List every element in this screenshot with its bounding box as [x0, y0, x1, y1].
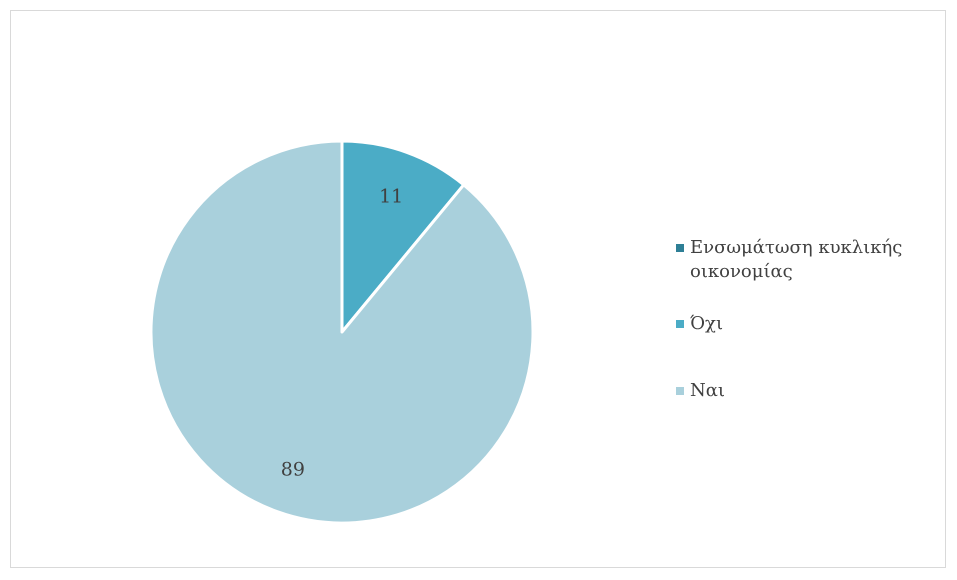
legend-label-circular-economy: Ενσωμάτωση κυκλικής οικονομίας — [690, 237, 903, 282]
legend-label-yes: Ναι — [690, 380, 725, 401]
legend-label-no: Όχι — [690, 313, 724, 334]
legend-item-circular-economy: Ενσωμάτωση κυκλικής οικονομίας — [676, 236, 950, 284]
legend-swatch-no — [676, 320, 684, 328]
pie-slice-yes — [149, 139, 535, 525]
legend-swatch-circular-economy — [676, 244, 684, 252]
legend-item-yes: Ναι — [676, 379, 950, 403]
pie-slice-no — [340, 139, 466, 334]
legend-item-no: Όχι — [676, 312, 950, 336]
data-label-11: 11 — [379, 185, 403, 207]
legend-swatch-yes — [676, 387, 684, 395]
data-label-89: 89 — [281, 459, 305, 481]
